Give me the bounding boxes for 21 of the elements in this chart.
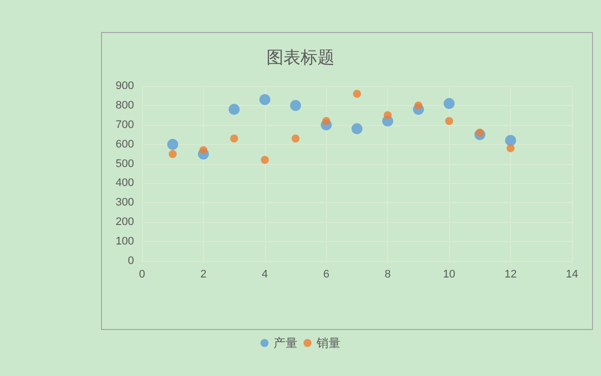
- x-tick-label: 6: [323, 268, 330, 280]
- y-tick-label: 700: [116, 118, 134, 131]
- y-tick-label: 600: [116, 138, 134, 150]
- legend-label: 产量: [274, 336, 298, 350]
- x-tick-label: 10: [443, 268, 456, 280]
- y-tick-label: 900: [116, 80, 134, 92]
- y-tick-label: 0: [128, 255, 134, 267]
- y-tick-label: 200: [116, 216, 134, 228]
- x-tick-label: 2: [200, 268, 206, 280]
- legend-label: 销量: [316, 336, 340, 350]
- x-tick-label: 12: [504, 268, 517, 280]
- chart-title: 图表标题: [266, 48, 334, 67]
- x-tick-label: 0: [138, 268, 146, 280]
- x-tick-label: 8: [384, 268, 391, 280]
- x-tick-label: 14: [566, 268, 578, 280]
- y-tick-label: 100: [116, 236, 134, 248]
- y-tick-label: 500: [116, 158, 134, 170]
- y-tick-label: 800: [116, 99, 134, 112]
- x-tick-label: 4: [262, 268, 268, 280]
- y-tick-label: 400: [116, 177, 134, 190]
- y-tick-label: 300: [116, 196, 134, 209]
